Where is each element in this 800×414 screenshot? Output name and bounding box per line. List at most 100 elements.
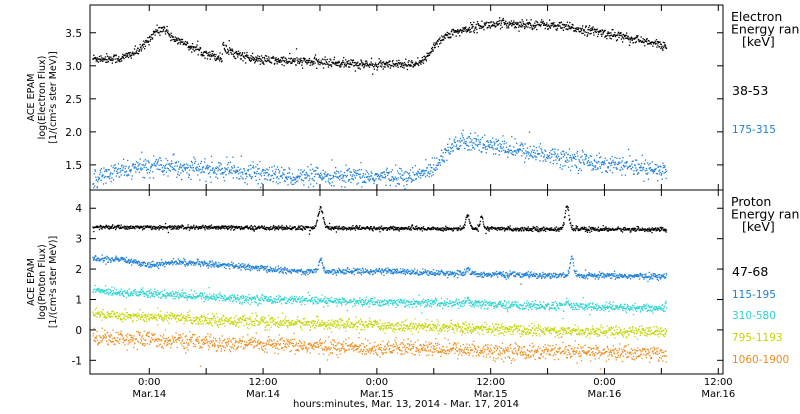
data-point (422, 230, 423, 231)
data-point (335, 173, 336, 174)
data-point (146, 167, 147, 168)
data-point (181, 39, 182, 40)
data-point (199, 261, 200, 262)
data-point (503, 146, 504, 147)
data-point (495, 148, 496, 149)
data-point (571, 27, 572, 28)
data-point (229, 265, 230, 266)
data-point (196, 49, 197, 50)
data-point (289, 176, 290, 177)
data-point (326, 272, 327, 273)
data-point (647, 231, 648, 232)
data-point (431, 51, 432, 52)
data-point (538, 231, 539, 232)
data-point (150, 167, 151, 168)
data-point (281, 60, 282, 61)
data-point (590, 165, 591, 166)
data-point (250, 265, 251, 266)
data-point (471, 24, 472, 25)
data-point (605, 226, 606, 227)
data-point (621, 174, 622, 175)
data-point (283, 273, 284, 274)
data-point (546, 22, 547, 23)
data-point (257, 164, 258, 165)
data-point (304, 227, 305, 228)
data-point (185, 167, 186, 168)
data-point (157, 262, 158, 263)
data-point (345, 59, 346, 60)
data-point (417, 57, 418, 58)
data-point (115, 62, 116, 63)
data-point (167, 30, 168, 31)
data-point (396, 229, 397, 230)
data-point (177, 40, 178, 41)
data-point (223, 45, 224, 46)
data-point (501, 27, 502, 28)
data-point (178, 42, 179, 43)
data-point (556, 227, 557, 228)
data-point (628, 149, 629, 150)
data-point (343, 57, 344, 58)
data-point (266, 270, 267, 271)
data-point (358, 174, 359, 175)
data-point (150, 264, 151, 265)
data-point (272, 170, 273, 171)
data-point (346, 229, 347, 230)
data-point (239, 52, 240, 53)
data-point (307, 274, 308, 275)
data-point (224, 228, 225, 229)
data-point (573, 230, 574, 231)
data-point (183, 260, 184, 261)
data-point (647, 172, 648, 173)
data-point (401, 64, 402, 65)
data-point (649, 163, 650, 164)
data-point (152, 34, 153, 35)
data-point (512, 151, 513, 152)
data-point (659, 173, 660, 174)
data-point (285, 268, 286, 269)
data-point (208, 228, 209, 229)
data-point (452, 34, 453, 35)
data-point (484, 226, 485, 227)
data-point (194, 171, 195, 172)
data-point (274, 271, 275, 272)
data-point (479, 28, 480, 29)
data-point (582, 28, 583, 29)
data-point (257, 60, 258, 61)
data-point (234, 229, 235, 230)
data-point (191, 264, 192, 265)
data-point (275, 171, 276, 172)
data-point (374, 180, 375, 181)
data-point (524, 143, 525, 144)
data-point (238, 263, 239, 264)
ylabel-line: ACE EPAM (26, 258, 37, 306)
data-point (325, 64, 326, 65)
data-point (625, 175, 626, 176)
data-point (364, 66, 365, 67)
data-point (561, 229, 562, 230)
data-point (268, 60, 269, 61)
data-point (363, 64, 364, 65)
data-point (256, 180, 257, 181)
data-point (362, 175, 363, 176)
data-point (359, 63, 360, 64)
data-point (410, 169, 411, 170)
data-point (559, 229, 560, 230)
data-point (336, 226, 337, 227)
data-point (138, 51, 139, 52)
data-point (115, 164, 116, 165)
data-point (601, 162, 602, 163)
data-point (138, 48, 139, 49)
data-point (157, 30, 158, 31)
data-point (237, 56, 238, 57)
data-point (214, 173, 215, 174)
data-point (610, 158, 611, 159)
data-point (350, 182, 351, 183)
data-point (130, 52, 131, 53)
data-point (539, 153, 540, 154)
data-point (263, 64, 264, 65)
data-point (210, 170, 211, 171)
data-point (624, 162, 625, 163)
data-point (232, 156, 233, 157)
data-point (143, 46, 144, 47)
